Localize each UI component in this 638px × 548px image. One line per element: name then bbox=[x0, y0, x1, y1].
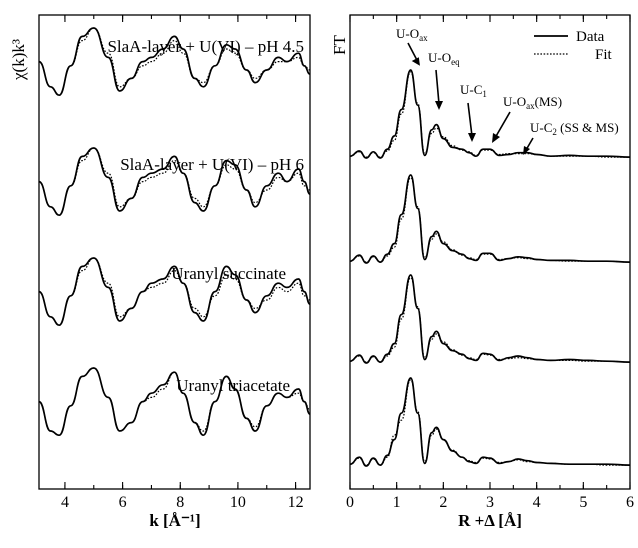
annotation-u-oax: U-Oax bbox=[396, 26, 428, 43]
left-x-tick-label: 4 bbox=[61, 494, 69, 511]
right-y-axis-label: FT bbox=[330, 35, 349, 55]
right-x-tick-label: 6 bbox=[626, 494, 634, 511]
right-data-curve-2 bbox=[349, 174, 631, 264]
sample-label-ph6: SlaA-layer + U(VI) – pH 6 bbox=[120, 155, 304, 174]
left-panel-frame bbox=[38, 14, 311, 490]
left-x-tick-label: 6 bbox=[119, 494, 127, 511]
right-fit-curve-1 bbox=[349, 71, 630, 158]
right-data-curve-3 bbox=[349, 274, 631, 364]
legend: Data Fit bbox=[534, 29, 613, 63]
left-x-axis-label: k [Å⁻¹] bbox=[149, 511, 200, 530]
sample-label-uranyl-triacetate: Uranyl triacetate bbox=[176, 376, 290, 395]
arrow-u-c1 bbox=[467, 102, 473, 137]
left-spectra bbox=[38, 27, 311, 437]
left-x-tick-label: 8 bbox=[176, 494, 184, 511]
right-data-curve-4 bbox=[349, 377, 631, 467]
annotation-u-oeq: U-Oeq bbox=[428, 50, 460, 67]
right-x-axis: 0 1 2 3 4 5 6 bbox=[346, 15, 634, 511]
left-data-curve-3 bbox=[38, 257, 311, 327]
left-data-curve-2 bbox=[38, 147, 311, 217]
right-x-tick-label: 0 bbox=[346, 494, 354, 511]
right-x-tick-label: 3 bbox=[486, 494, 494, 511]
sample-label-uranyl-succinate: Uranyl succinate bbox=[171, 264, 286, 283]
left-x-tick-label: 10 bbox=[230, 494, 246, 511]
left-x-axis: 4 6 8 10 12 bbox=[61, 15, 304, 511]
right-x-axis-label: R +Δ [Å] bbox=[458, 511, 522, 530]
arrowhead-u-oeq bbox=[435, 101, 443, 110]
annotation-u-c2: U-C2 (SS & MS) bbox=[530, 120, 619, 137]
arrow-u-oeq bbox=[435, 69, 440, 105]
right-panel-frame bbox=[349, 14, 631, 490]
peak-annotations: U-Oax U-Oeq U-C1 U-Oax(MS) U-C2 (SS & MS… bbox=[396, 26, 619, 155]
right-spectra bbox=[349, 69, 631, 467]
arrowhead-u-c2 bbox=[523, 146, 530, 155]
arrow-u-oax-ms bbox=[494, 111, 511, 139]
left-data-curve-4 bbox=[38, 367, 311, 437]
right-x-tick-label: 4 bbox=[533, 494, 541, 511]
arrowhead-u-oax-ms bbox=[492, 133, 500, 143]
left-data-curve-1 bbox=[38, 27, 311, 97]
legend-fit-label: Fit bbox=[595, 47, 613, 63]
annotation-u-oax-ms: U-Oax(MS) bbox=[503, 94, 562, 111]
right-x-tick-label: 5 bbox=[579, 494, 587, 511]
right-fit-curve-3 bbox=[349, 276, 631, 363]
left-fit-curve-1 bbox=[38, 27, 311, 96]
arrowhead-u-c1 bbox=[468, 133, 476, 142]
arrowhead-u-oax bbox=[411, 57, 420, 66]
right-x-tick-label: 1 bbox=[393, 494, 401, 511]
right-fit-curve-2 bbox=[349, 176, 631, 263]
right-data-curve-1 bbox=[349, 69, 631, 159]
right-fit-curve-4 bbox=[349, 379, 630, 466]
sample-label-ph45: SlaA-layer + U(VI) – pH 4.5 bbox=[107, 37, 304, 56]
left-x-tick-label: 12 bbox=[288, 494, 304, 511]
legend-data-label: Data bbox=[576, 29, 605, 45]
annotation-u-c1: U-C1 bbox=[460, 82, 487, 99]
left-y-axis-label: χ(k)k³ bbox=[9, 39, 28, 81]
right-x-tick-label: 2 bbox=[439, 494, 447, 511]
